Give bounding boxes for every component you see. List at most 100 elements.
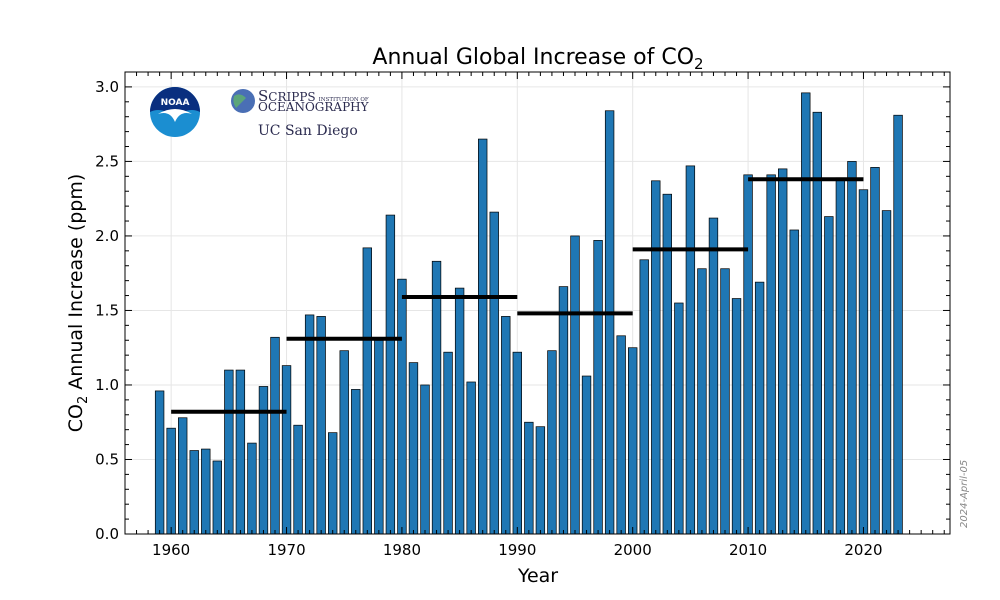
- y-axis-title-pre: CO: [65, 404, 87, 432]
- x-axis-title: Year: [517, 565, 558, 587]
- bar-1992: [535, 426, 546, 535]
- bar-2008: [720, 268, 730, 535]
- bar-2010: [743, 174, 753, 535]
- bar-1970: [281, 365, 292, 535]
- bar-1971: [293, 424, 303, 535]
- scripps-globe-land: [233, 94, 246, 108]
- bar-1980: [397, 278, 407, 535]
- bar-2000: [628, 347, 638, 535]
- chart-title: Annual Global Increase of CO2: [372, 45, 703, 73]
- bar-2020: [858, 189, 869, 535]
- scripps-name: SCRIPPS INSTITUTION OF: [258, 87, 369, 105]
- bar-2009: [731, 298, 742, 535]
- bar-2006: [697, 268, 707, 535]
- bar-2023: [893, 114, 903, 535]
- bar-1994: [558, 286, 569, 535]
- y-axis-ticks: 0.0 0.5 1.0 1.5 2.0 2.5 3.0: [95, 71, 950, 543]
- bar-1979: [385, 214, 396, 535]
- bar-1989: [501, 316, 511, 535]
- bar-1959: [154, 390, 165, 535]
- y-axis-title-subscript: 2: [76, 396, 91, 404]
- noaa-logo: NOAA: [150, 87, 200, 137]
- bar-2019: [847, 161, 857, 535]
- chart-title-subscript: 2: [694, 55, 704, 73]
- bar-2017: [824, 216, 834, 535]
- scripps-logo: SCRIPPS INSTITUTION OF OCEANOGRAPHY UC Sa…: [231, 87, 370, 139]
- bar-2001: [639, 259, 649, 535]
- bar-1966: [235, 369, 246, 535]
- x-tick-label-2010: 2010: [729, 541, 767, 559]
- x-tick-label-1970: 1970: [267, 541, 305, 559]
- bar-2004: [674, 302, 684, 535]
- bar-1976: [351, 389, 361, 535]
- plot-frame: [124, 71, 951, 535]
- y-axis-title-post: Annual Increase (ppm): [65, 174, 87, 396]
- bar-1961: [178, 417, 188, 535]
- bar-1999: [616, 335, 626, 535]
- bar-1965: [224, 369, 234, 535]
- x-tick-label-2020: 2020: [844, 541, 882, 559]
- bar-1996: [581, 375, 592, 535]
- y-tick-label-1.0: 1.0: [95, 376, 119, 394]
- x-axis-ticks: 1960 1970 1980 1990 2000 2010 2020: [124, 72, 945, 559]
- x-tick-label-1980: 1980: [383, 541, 421, 559]
- x-tick-label-1960: 1960: [152, 541, 190, 559]
- bar-1978: [374, 339, 384, 535]
- bar-1960: [166, 427, 176, 535]
- bar-1991: [524, 421, 534, 535]
- bar-1983: [431, 260, 442, 535]
- noaa-logo-sky: [150, 87, 200, 118]
- y-tick-label-0.5: 0.5: [95, 450, 119, 468]
- bar-2007: [708, 217, 719, 535]
- bar-1985: [454, 287, 465, 535]
- bar-2005: [685, 165, 696, 535]
- bar-1982: [420, 384, 430, 535]
- bar-1993: [547, 350, 557, 535]
- bar-2011: [754, 281, 765, 535]
- bar-1962: [189, 450, 199, 535]
- bar-1975: [339, 350, 349, 535]
- y-tick-label-1.5: 1.5: [95, 301, 119, 319]
- ucsd-name: UC San Diego: [258, 123, 358, 139]
- noaa-logo-text: NOAA: [161, 98, 190, 108]
- y-tick-label-2.5: 2.5: [95, 152, 119, 170]
- bar-2018: [835, 177, 846, 535]
- bar-series: [154, 92, 903, 535]
- noaa-logo-bird: [158, 109, 192, 122]
- bar-1981: [408, 362, 419, 535]
- bar-1987: [478, 138, 488, 535]
- bar-1997: [593, 240, 603, 535]
- bar-1973: [316, 316, 326, 535]
- y-tick-label-3.0: 3.0: [95, 78, 119, 96]
- bar-2022: [881, 210, 892, 535]
- bar-1972: [304, 314, 315, 535]
- bar-2013: [778, 168, 788, 535]
- scripps-rest: CRIPPS: [268, 90, 315, 104]
- scripps-line2: OCEANOGRAPHY: [258, 100, 370, 114]
- bar-1984: [443, 351, 453, 535]
- bar-2016: [812, 111, 822, 535]
- bar-1974: [328, 432, 338, 535]
- bar-1998: [604, 110, 615, 535]
- bar-1964: [212, 460, 222, 535]
- bar-1986: [466, 381, 476, 535]
- scripps-small: INSTITUTION OF: [319, 97, 369, 103]
- bar-2003: [662, 193, 672, 535]
- y-axis-title: CO2 Annual Increase (ppm): [65, 174, 91, 433]
- date-stamp: 2024-April-05: [959, 460, 970, 528]
- bar-1990: [512, 351, 522, 535]
- bar-2012: [766, 174, 776, 535]
- bar-2014: [789, 229, 799, 535]
- x-tick-label-2000: 2000: [614, 541, 652, 559]
- bar-2021: [870, 167, 880, 535]
- x-tick-label-1990: 1990: [498, 541, 536, 559]
- bar-2015: [801, 92, 811, 535]
- y-tick-label-0.0: 0.0: [95, 525, 119, 543]
- bar-1963: [201, 448, 211, 535]
- bar-1967: [247, 442, 257, 535]
- bar-2002: [651, 180, 661, 535]
- bar-1969: [270, 336, 280, 535]
- bar-1995: [570, 235, 580, 535]
- scripps-big-s: S: [258, 87, 268, 105]
